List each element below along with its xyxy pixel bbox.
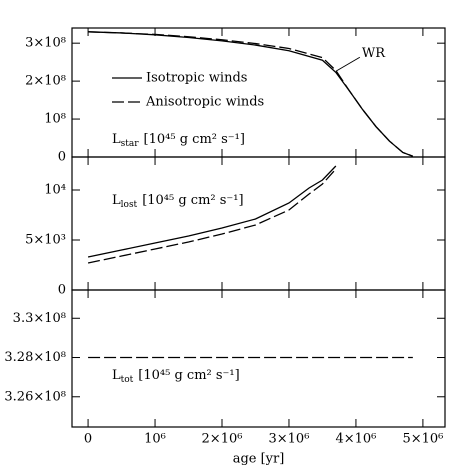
x-tick-label: 2×10⁶ bbox=[202, 432, 243, 447]
panel-label: Ltot [10⁴⁵ g cm² s⁻¹] bbox=[112, 368, 240, 385]
label-symbol: L bbox=[112, 368, 121, 383]
x-tick-label: 10⁶ bbox=[144, 432, 166, 447]
x-tick-label: 0 bbox=[84, 432, 92, 447]
panel-label: Llost [10⁴⁵ g cm² s⁻¹] bbox=[112, 193, 244, 210]
y-tick-label: 3.3×10⁸ bbox=[13, 311, 66, 326]
y-tick-label: 3×10⁸ bbox=[25, 36, 66, 51]
series-line bbox=[87, 168, 337, 264]
series-line bbox=[87, 165, 337, 258]
y-tick-label: 0 bbox=[58, 150, 66, 165]
label-symbol: L bbox=[112, 193, 121, 208]
legend-label: Isotropic winds bbox=[146, 71, 247, 86]
y-tick-label: 5×10³ bbox=[25, 233, 66, 248]
y-tick-label: 3.26×10⁸ bbox=[4, 389, 66, 404]
label-units: [10⁴⁵ g cm² s⁻¹] bbox=[138, 368, 239, 383]
plot-frame bbox=[71, 289, 446, 428]
y-tick-label: 3.28×10⁸ bbox=[4, 350, 66, 365]
annotation-leader bbox=[335, 56, 361, 72]
label-units: [10⁴⁵ g cm² s⁻¹] bbox=[142, 193, 243, 208]
panel-label: Lstar [10⁴⁵ g cm² s⁻¹] bbox=[112, 132, 245, 149]
y-tick-label: 10⁴ bbox=[44, 183, 66, 198]
label-symbol: L bbox=[112, 132, 121, 147]
x-tick-label: 3×10⁶ bbox=[269, 432, 310, 447]
annotation: WR bbox=[362, 46, 386, 61]
label-units: [10⁴⁵ g cm² s⁻¹] bbox=[144, 132, 245, 147]
y-tick-label: 10⁸ bbox=[44, 112, 66, 127]
legend-label: Anisotropic winds bbox=[145, 95, 264, 110]
y-tick-label: 0 bbox=[58, 283, 66, 298]
x-axis-label: age [yr] bbox=[233, 452, 285, 467]
plot-frame bbox=[71, 156, 446, 291]
series-line bbox=[88, 31, 414, 157]
x-tick-label: 5×10⁶ bbox=[402, 432, 443, 447]
label-subscript: lost bbox=[121, 200, 138, 210]
label-subscript: star bbox=[121, 139, 140, 149]
y-tick-label: 2×10⁸ bbox=[25, 74, 66, 89]
label-subscript: tot bbox=[121, 375, 134, 385]
x-tick-label: 4×10⁶ bbox=[335, 432, 376, 447]
